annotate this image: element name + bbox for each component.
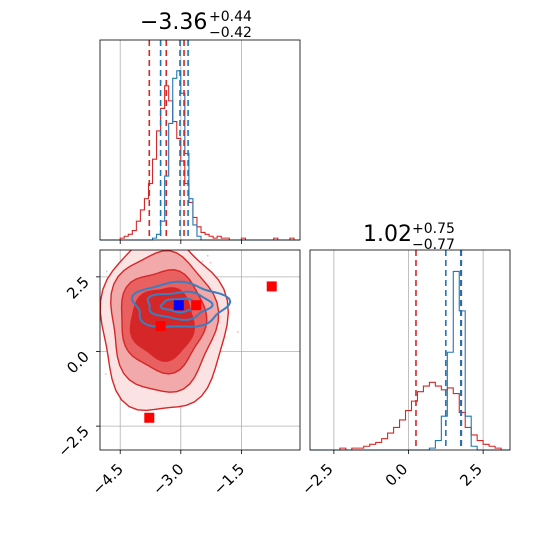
marker — [155, 321, 166, 332]
markers — [144, 281, 277, 423]
y-tick-label: 0.0 — [63, 348, 93, 378]
sample-point — [86, 303, 88, 305]
sample-point — [91, 355, 93, 357]
marker — [191, 300, 202, 311]
x-tick-label: 0.0 — [382, 460, 412, 490]
sample-point — [209, 261, 212, 264]
marker — [266, 281, 277, 292]
sample-point — [104, 373, 107, 375]
x-tick-label: −4.5 — [89, 460, 127, 498]
y-tick-label: 2.5 — [63, 273, 93, 303]
axes-frame — [99, 249, 301, 451]
axes-frame — [309, 249, 511, 451]
x-ticks: −4.5 −3.0 −1.5 — [89, 450, 248, 499]
histogram-series — [310, 270, 510, 451]
blue-contour — [146, 290, 214, 321]
marker — [173, 300, 184, 311]
histogram-step — [100, 70, 300, 241]
blue-contour — [130, 280, 232, 328]
x-tick-label: −2.5 — [298, 460, 336, 498]
y-ticks: −2.5 0.0 2.5 — [54, 273, 100, 461]
sample-point — [206, 254, 209, 257]
x-ticks: −2.5 0.0 2.5 — [298, 450, 486, 499]
blue-contour — [159, 297, 197, 314]
histogram-panel-y: −2.5 0.0 2.5 1.02 +0.75 −0.77 — [298, 221, 511, 499]
histogram-step — [310, 270, 510, 451]
contour-panel: −4.5 −3.0 −1.5 −2.5 0.0 2.5 — [54, 249, 301, 499]
title-lower: −0.42 — [209, 25, 252, 41]
axes-frame — [99, 39, 301, 241]
title-upper: +0.44 — [209, 9, 252, 25]
quantile-lines — [415, 250, 463, 450]
sample-point — [105, 270, 108, 273]
histogram-series — [100, 70, 300, 241]
histogram-step — [310, 381, 510, 451]
x-tick-label: −3.0 — [149, 460, 187, 498]
title-upper: +0.75 — [412, 221, 455, 237]
sample-point — [236, 331, 239, 333]
x-tick-label: −1.5 — [210, 460, 248, 498]
gridlines — [333, 250, 484, 450]
histogram-step — [100, 85, 300, 241]
blue-contours — [130, 280, 232, 328]
title-lower: −0.77 — [412, 237, 455, 253]
title-median: 1.02 — [363, 222, 412, 247]
quantile-lines — [148, 40, 189, 240]
x-ticks — [119, 240, 242, 244]
x-tick-label: 2.5 — [456, 460, 486, 490]
y-tick-label: −2.5 — [54, 422, 92, 460]
marker — [144, 412, 155, 423]
histogram-panel-x: −3.36 +0.44 −0.42 — [99, 9, 301, 244]
sample-point — [201, 260, 204, 263]
title-median: −3.36 — [140, 10, 207, 35]
